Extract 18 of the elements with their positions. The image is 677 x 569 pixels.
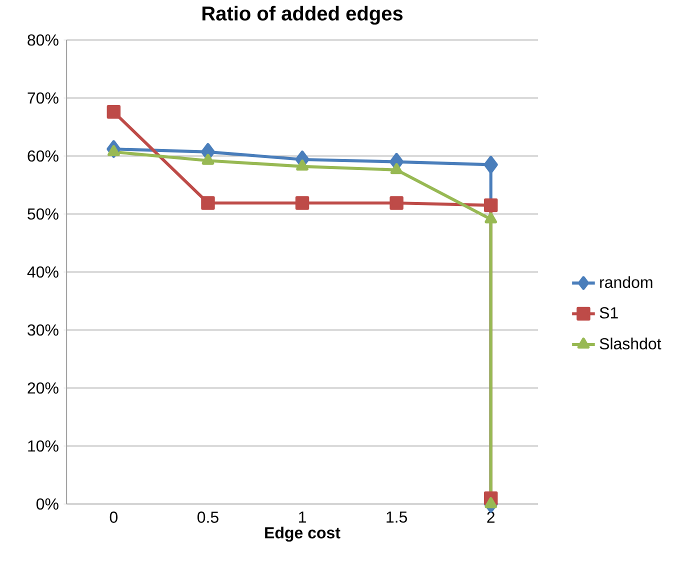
- y-tick-label: 50%: [28, 208, 58, 220]
- y-tick-label: 40%: [27, 266, 58, 278]
- x-tick-label: 1.5: [386, 512, 408, 523]
- legend-label: random: [600, 276, 652, 288]
- y-tick-label: 80%: [28, 34, 58, 46]
- y-tick-label: 60%: [28, 150, 58, 162]
- chart-title: Ratio of added edges: [202, 6, 403, 25]
- x-tick-label: 0.5: [197, 512, 218, 523]
- y-tick-label: 0%: [36, 498, 58, 510]
- x-axis-title: Edge cost: [265, 526, 340, 542]
- legend-label: Slashdot: [600, 338, 662, 350]
- x-tick-label: 1: [299, 512, 306, 523]
- y-tick-label: 70%: [28, 92, 58, 104]
- x-tick-label: 0: [110, 512, 118, 523]
- y-tick-label: 10%: [28, 440, 58, 452]
- legend-label: S1: [600, 307, 618, 318]
- y-tick-label: 30%: [28, 324, 58, 336]
- y-tick-label: 20%: [28, 382, 58, 394]
